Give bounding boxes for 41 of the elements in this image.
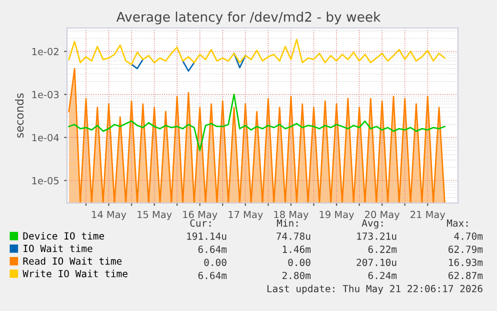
- line-series: [68, 94, 446, 152]
- text: Cur:: [190, 219, 211, 227]
- legend-label: IO Wait time: [24, 244, 92, 252]
- text: 6.24m: [368, 272, 397, 280]
- text: 16.93m: [449, 258, 483, 266]
- text: 6.22m: [368, 246, 397, 253]
- chart-title: Average latency for /dev/md2 - by week: [116, 12, 381, 24]
- y-tick-label: 1e-02: [32, 48, 58, 56]
- x-tick-label: 21 May: [410, 210, 446, 220]
- legend-label: Read IO Wait time: [23, 257, 122, 265]
- line-series: [68, 38, 446, 66]
- text: Last update: Thu May 21 22:06:17 2026: [267, 284, 482, 294]
- y-tick-label: 1e-04: [32, 134, 59, 142]
- y-tick-label: 1e-03: [32, 90, 59, 98]
- x-tick-label: 19 May: [320, 210, 354, 220]
- text: 0.00: [288, 258, 310, 266]
- y-tick-label: 1e-05: [32, 176, 59, 184]
- text: 207.10u: [356, 258, 396, 266]
- x-tick-label: 20 May: [365, 210, 400, 220]
- text: 1.46m: [282, 246, 311, 253]
- text: 62.87m: [448, 272, 483, 280]
- text: 2.80m: [282, 272, 311, 280]
- x-tick-label: 18 May: [274, 210, 308, 220]
- x-tick-label: 17 May: [228, 210, 263, 220]
- text: Avg:: [362, 219, 383, 229]
- x-tick-label: 16 May: [183, 210, 218, 220]
- text: 6.64m: [198, 246, 227, 253]
- text: 173.21u: [357, 232, 396, 240]
- text: 6.64m: [198, 272, 227, 280]
- legend-label: Write IO Wait time: [22, 270, 128, 278]
- x-tick-label: 14 May: [92, 210, 126, 220]
- text: 0.00: [204, 258, 226, 266]
- legend-label: Device IO time: [23, 232, 104, 240]
- text: Min:: [276, 219, 298, 227]
- text: 4.70m: [454, 232, 483, 240]
- x-tick-label: 15 May: [138, 210, 172, 220]
- y-axis-title: seconds: [15, 93, 24, 138]
- text: 191.14u: [187, 232, 226, 240]
- text: 62.79m: [448, 246, 483, 253]
- text: 74.78u: [276, 232, 310, 240]
- text: Max:: [446, 220, 468, 227]
